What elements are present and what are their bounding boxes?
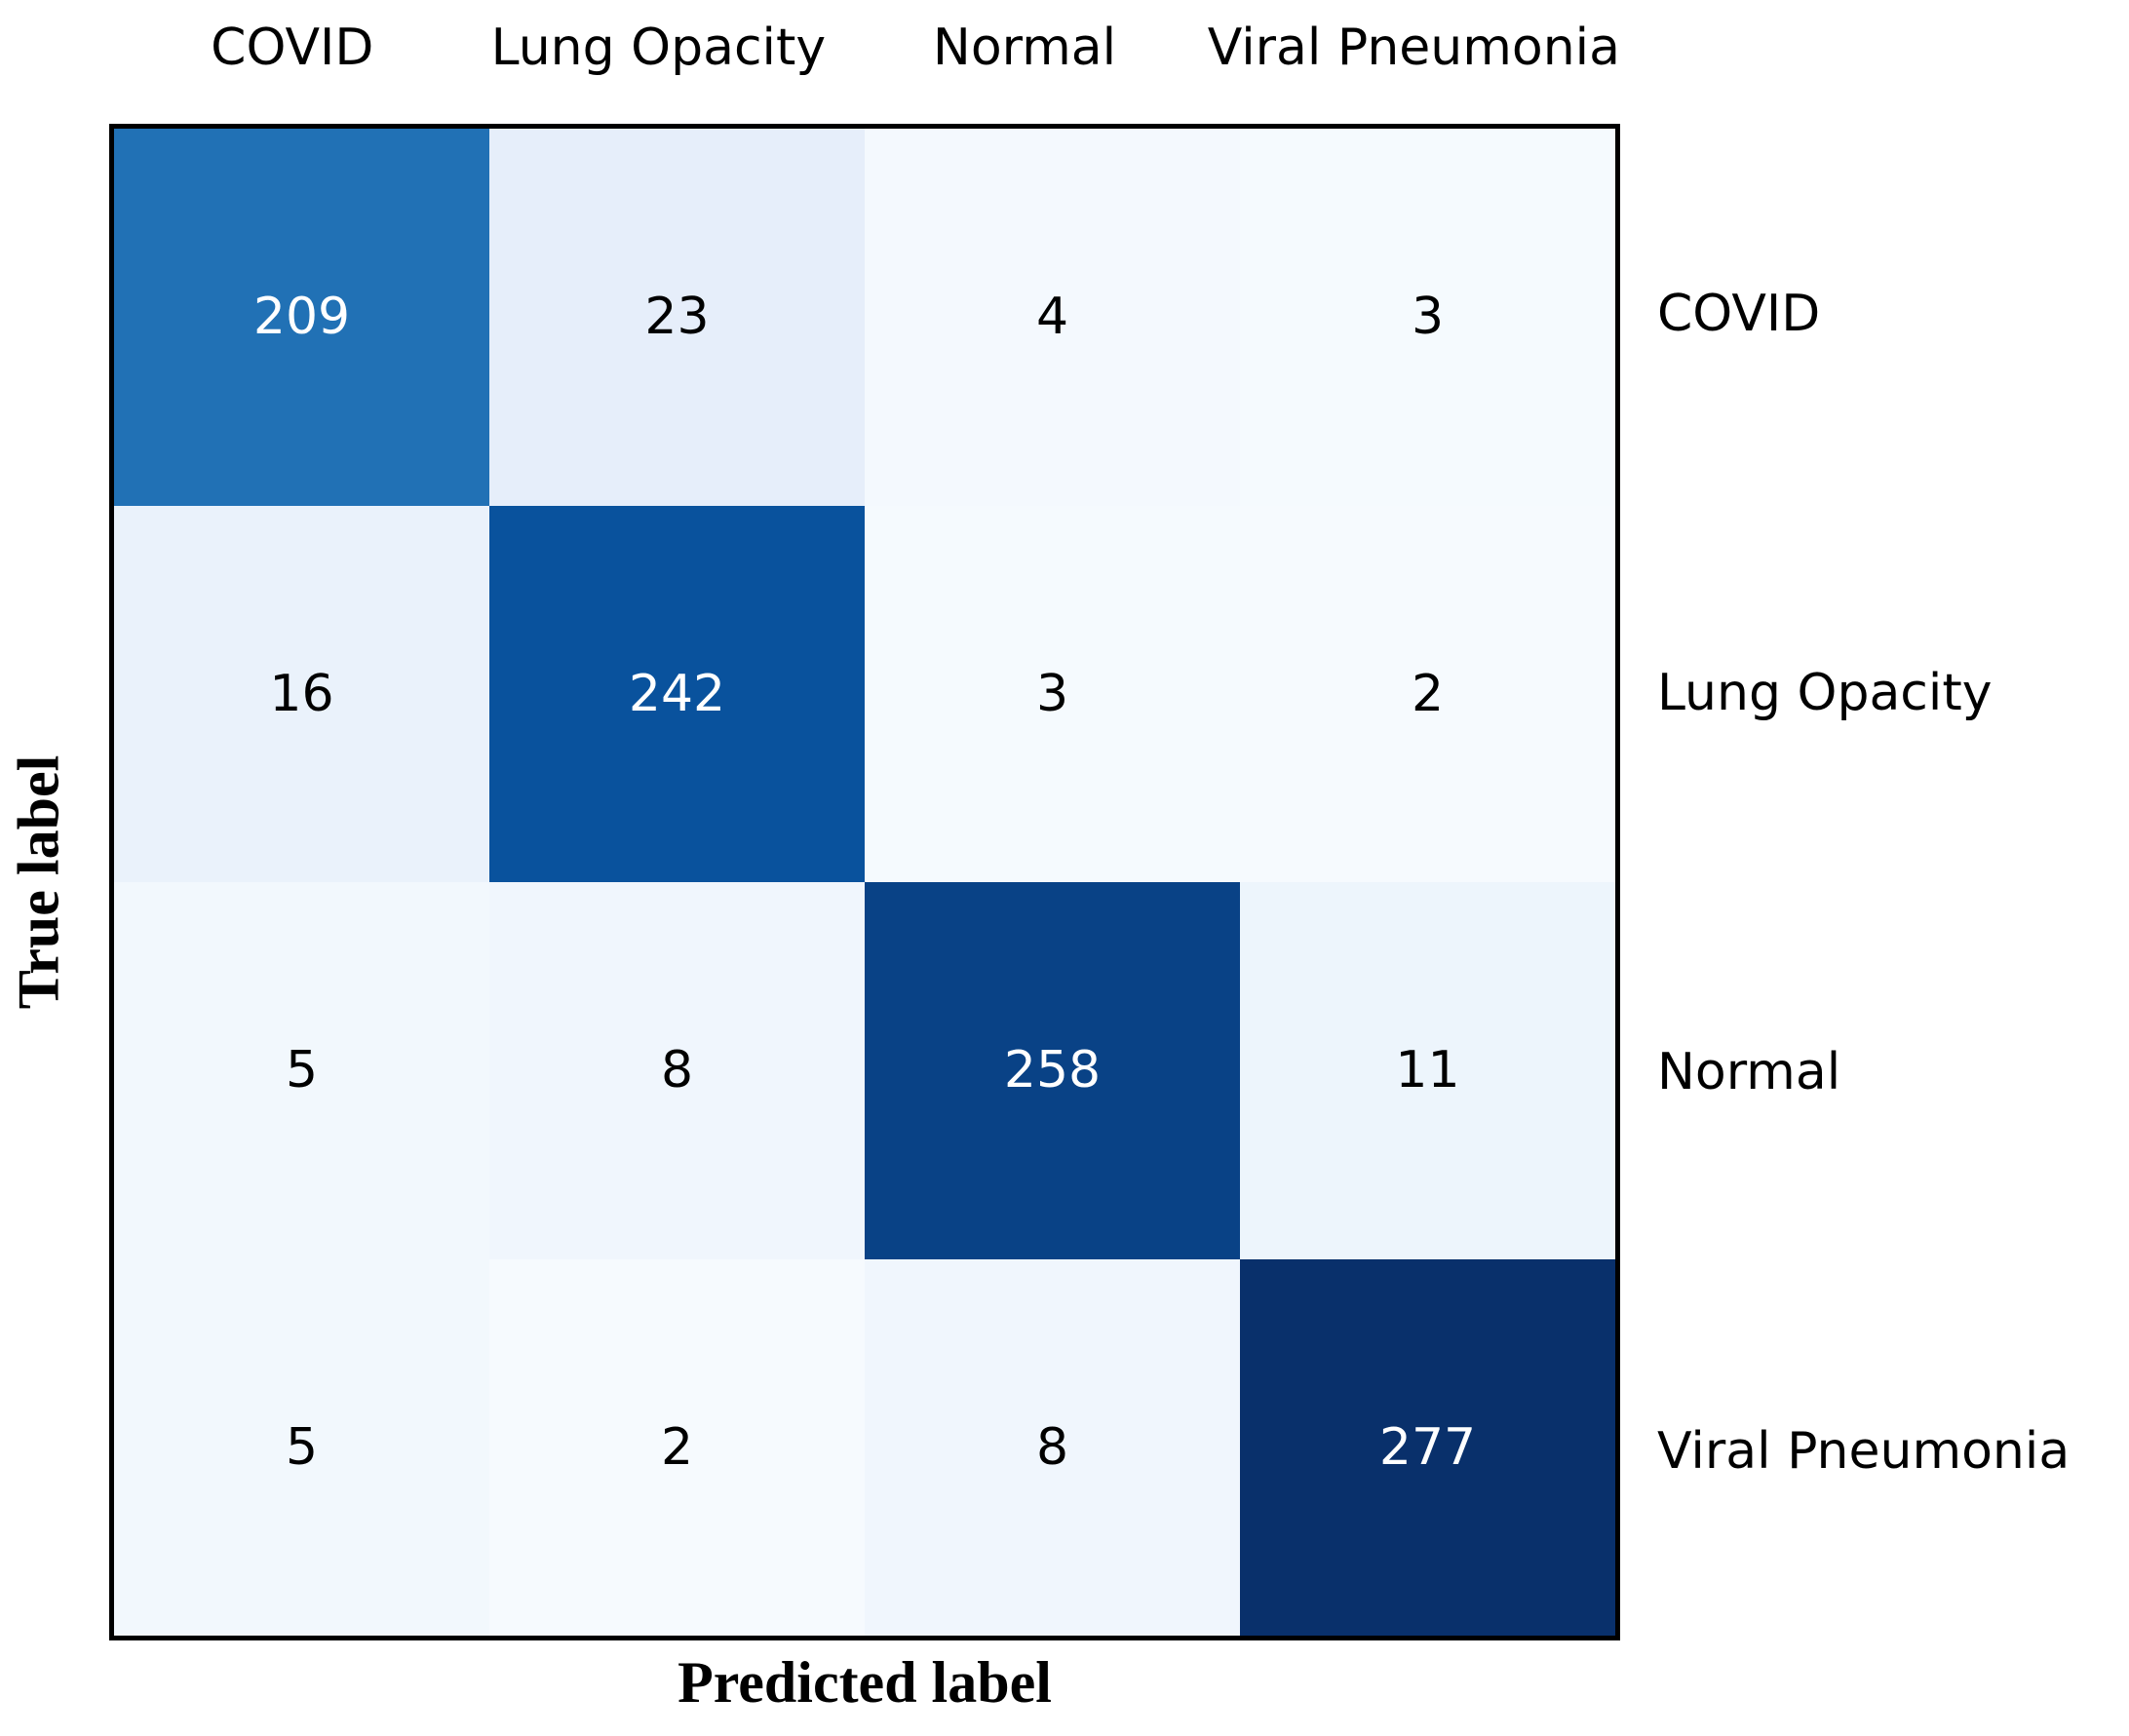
matrix-cell: 16 (114, 505, 489, 882)
matrix-cell: 11 (1240, 882, 1615, 1259)
matrix-cell: 5 (114, 1258, 489, 1636)
x-tick-labels: COVID Lung Opacity Normal Viral Pneumoni… (109, 14, 1620, 82)
matrix-cell: 2 (489, 1258, 865, 1636)
matrix-cell: 277 (1240, 1258, 1615, 1636)
y-tick-label-lung-opacity: Lung Opacity (1657, 663, 1993, 722)
x-tick-label-normal: Normal (932, 19, 1117, 77)
matrix-cell: 209 (114, 129, 489, 506)
y-tick-label-covid: COVID (1657, 284, 1821, 343)
x-tick-label-covid: COVID (211, 19, 374, 77)
matrix-cell: 258 (865, 882, 1240, 1259)
matrix-cell: 3 (865, 505, 1240, 882)
matrix-cell: 5 (114, 882, 489, 1259)
matrix-cell: 8 (489, 882, 865, 1259)
y-tick-labels: COVID Lung Opacity Normal Viral Pneumoni… (1657, 124, 2129, 1640)
y-tick-label-viral-pneumonia: Viral Pneumonia (1657, 1421, 2071, 1481)
y-tick-label-normal: Normal (1657, 1042, 1841, 1101)
matrix-cell: 23 (489, 129, 865, 506)
y-axis-label: True label (6, 754, 71, 1010)
matrix-cell: 8 (865, 1258, 1240, 1636)
matrix-cell: 3 (1240, 129, 1615, 506)
x-axis-label: Predicted label (677, 1650, 1052, 1715)
x-tick-label-lung-opacity: Lung Opacity (490, 19, 827, 77)
matrix-cell: 2 (1240, 505, 1615, 882)
heatmap-grid: 209 23 4 3 16 242 3 2 5 8 258 11 5 2 8 2… (109, 124, 1620, 1640)
matrix-cell: 4 (865, 129, 1240, 506)
x-tick-label-viral-pneumonia: Viral Pneumonia (1207, 19, 1620, 77)
matrix-cell: 242 (489, 505, 865, 882)
